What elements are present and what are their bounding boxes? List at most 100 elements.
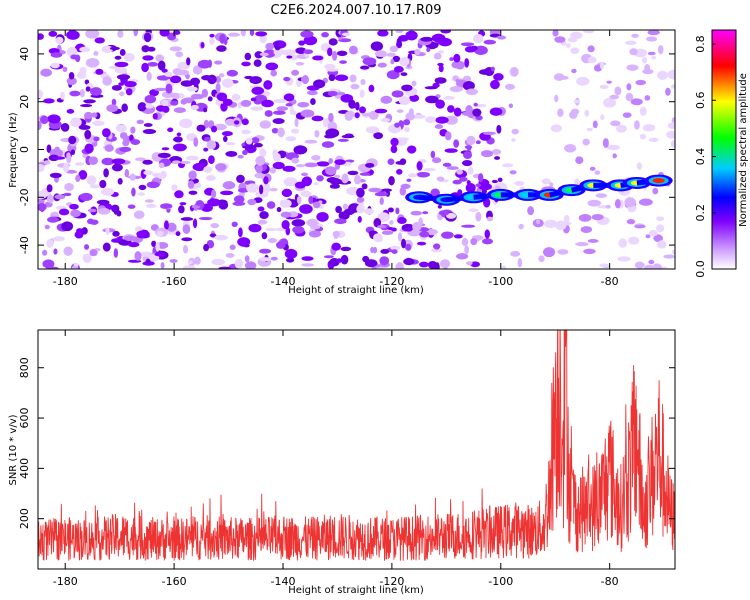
heatmap-cell bbox=[211, 258, 226, 266]
heatmap-cell bbox=[380, 117, 391, 123]
heatmap-cell bbox=[263, 80, 273, 90]
heatmap-cell bbox=[438, 64, 444, 73]
heatmap-cell bbox=[231, 221, 238, 228]
heatmap-cell bbox=[657, 45, 664, 55]
x-tick-label: -120 bbox=[379, 275, 404, 288]
x-tick-label: -120 bbox=[379, 575, 404, 588]
heatmap-cell bbox=[347, 170, 359, 176]
heatmap-cell bbox=[647, 30, 660, 36]
heatmap-cell bbox=[269, 167, 277, 174]
heatmap-cell bbox=[387, 158, 395, 165]
heatmap-cell bbox=[342, 203, 348, 210]
heatmap-cell bbox=[557, 108, 564, 117]
heatmap-cell bbox=[360, 65, 370, 70]
heatmap-cell bbox=[341, 173, 349, 184]
heatmap-cell bbox=[473, 102, 478, 107]
heatmap-cell bbox=[227, 32, 240, 37]
heatmap-cell bbox=[179, 202, 187, 206]
heatmap-cell bbox=[312, 55, 324, 61]
heatmap-cell bbox=[630, 98, 643, 106]
heatmap-cell bbox=[70, 149, 76, 155]
heatmap-cell bbox=[631, 33, 640, 38]
heatmap-cell bbox=[329, 183, 340, 189]
heatmap-cell bbox=[237, 187, 249, 193]
heatmap-cell bbox=[587, 45, 595, 53]
heatmap-cell bbox=[453, 139, 460, 148]
heatmap-cell bbox=[79, 46, 91, 53]
heatmap-cell bbox=[283, 76, 291, 82]
heatmap-cell bbox=[563, 214, 570, 225]
heatmap-cell bbox=[395, 262, 404, 269]
heatmap-cell bbox=[220, 190, 234, 196]
heatmap-cell bbox=[46, 238, 54, 248]
heatmap-cell bbox=[207, 59, 213, 68]
heatmap-cell bbox=[667, 69, 675, 80]
heatmap-cell bbox=[549, 182, 554, 188]
heatmap-cell bbox=[316, 175, 324, 182]
heatmap-cell bbox=[468, 208, 479, 213]
heatmap-cell bbox=[342, 32, 351, 37]
heatmap-cell bbox=[54, 194, 66, 200]
heatmap-cell bbox=[334, 159, 346, 166]
heatmap-cell bbox=[155, 105, 166, 112]
heatmap-cell bbox=[66, 109, 75, 114]
heatmap-cell bbox=[138, 184, 147, 191]
heatmap-cell bbox=[270, 69, 278, 77]
x-tick-label: -180 bbox=[53, 275, 78, 288]
heatmap-cell bbox=[508, 103, 514, 109]
heatmap-cell bbox=[141, 45, 150, 53]
heatmap-cell bbox=[446, 166, 459, 170]
heatmap-cell bbox=[275, 241, 286, 249]
heatmap-cell bbox=[222, 181, 236, 190]
heatmap-cell bbox=[324, 134, 336, 139]
heatmap-cell bbox=[422, 211, 429, 215]
heatmap-cell bbox=[323, 255, 334, 259]
heatmap-cell bbox=[434, 124, 443, 130]
heatmap-cell bbox=[445, 115, 458, 125]
heatmap-cell bbox=[359, 106, 367, 114]
heatmap-cell bbox=[137, 102, 147, 112]
heatmap-cell bbox=[356, 196, 365, 203]
signal-track bbox=[405, 174, 673, 206]
heatmap-cell bbox=[416, 241, 427, 246]
heatmap-cell bbox=[257, 206, 265, 212]
heatmap-cell bbox=[484, 229, 491, 239]
heatmap-cell bbox=[308, 195, 314, 205]
heatmap-cell bbox=[283, 177, 298, 187]
heatmap-cell bbox=[261, 232, 268, 240]
heatmap-cell bbox=[52, 156, 66, 160]
heatmap-cell bbox=[390, 137, 399, 147]
heatmap-cell bbox=[255, 31, 268, 37]
heatmap-cell bbox=[475, 183, 482, 188]
heatmap-cell bbox=[196, 124, 206, 132]
heatmap-cell bbox=[255, 155, 266, 166]
x-tick-label: -140 bbox=[271, 575, 296, 588]
x-tick-label: -80 bbox=[601, 275, 619, 288]
heatmap-cell bbox=[459, 176, 468, 182]
heatmap-cell bbox=[399, 158, 407, 165]
heatmap-cell bbox=[642, 124, 656, 132]
heatmap-cell bbox=[470, 261, 481, 268]
heatmap-cell bbox=[244, 261, 257, 269]
y-tick-label: 20 bbox=[18, 95, 31, 109]
heatmap-cell bbox=[575, 241, 589, 247]
heatmap-cell bbox=[589, 166, 596, 171]
heatmap-cell bbox=[98, 207, 111, 215]
heatmap-cell bbox=[339, 60, 347, 64]
heatmap-cell bbox=[63, 246, 73, 256]
heatmap-cell bbox=[638, 198, 653, 206]
heatmap-cell bbox=[234, 258, 244, 269]
snr-frame bbox=[37, 329, 676, 570]
heatmap-cell bbox=[129, 173, 136, 181]
heatmap-cell bbox=[105, 227, 110, 236]
heatmap-cell bbox=[386, 52, 396, 57]
y-tick-label: 600 bbox=[18, 408, 31, 429]
heatmap-cell bbox=[124, 81, 137, 88]
heatmap-cell bbox=[250, 97, 257, 102]
heatmap-cell bbox=[300, 109, 315, 118]
heatmap-cell bbox=[396, 109, 404, 113]
heatmap-cell bbox=[419, 231, 430, 238]
heatmap-cell bbox=[299, 204, 313, 214]
heatmap-cell bbox=[185, 155, 200, 161]
heatmap-cell bbox=[254, 172, 267, 179]
